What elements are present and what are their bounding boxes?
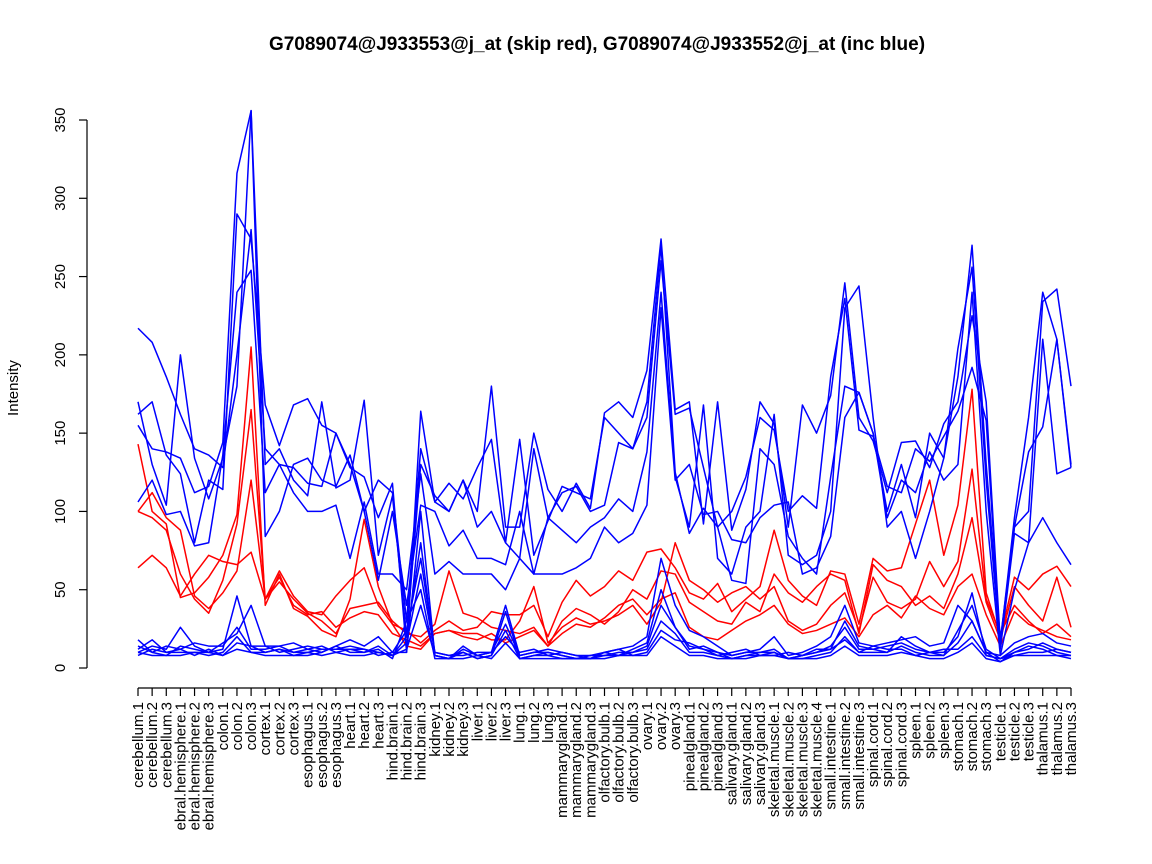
x-tick-label: liver.1 [469, 702, 486, 741]
series-line-blue-12 [137, 541, 1072, 660]
x-tick-label: pinealgland.1 [681, 702, 698, 791]
y-tick-label: 350 [52, 107, 69, 132]
x-tick-label: liver.2 [483, 702, 500, 741]
x-tick-label: colon.3 [243, 702, 260, 750]
series-line-blue-7 [137, 109, 1072, 641]
x-tick-label: pinealgland.2 [695, 702, 712, 791]
x-tick-label: salivary.gland.3 [752, 702, 769, 805]
x-tick-label: kidney.1 [427, 702, 444, 757]
x-tick-label: hind.brain.1 [384, 702, 401, 780]
x-tick-label: colon.2 [229, 702, 246, 750]
x-tick-label: skeletal.muscle.2 [780, 702, 797, 817]
y-tick-label: 300 [52, 186, 69, 211]
x-tick-label: stomach.1 [950, 702, 967, 771]
x-tick-label: olfactory.bulb.1 [597, 702, 614, 803]
series-line-blue-10 [137, 510, 1072, 660]
series-line-red-1 [137, 346, 1072, 650]
x-tick-label: ebral.hemisphere.1 [172, 702, 189, 830]
x-tick-label: spinal.cord.3 [893, 702, 910, 787]
x-tick-label: liver.3 [498, 702, 515, 741]
series-line-red-4 [137, 479, 1072, 647]
x-tick-label: heart.3 [370, 702, 387, 749]
x-tick-label: cerebellum.1 [130, 702, 147, 788]
series-line-red-3 [137, 388, 1072, 644]
y-tick-label: 0 [52, 664, 69, 672]
x-tick-label: testicle.2 [1006, 702, 1023, 761]
x-tick-label: spinal.cord.1 [865, 702, 882, 787]
x-tick-label: ovary.2 [653, 702, 670, 750]
x-tick-label: testicle.3 [1021, 702, 1038, 761]
x-tick-label: esophagus.1 [300, 702, 317, 788]
chart-title: G7089074@J933553@j_at (skip red), G70890… [269, 34, 925, 55]
x-tick-label: hind.brain.3 [413, 702, 430, 780]
x-tick-label: small.intestine.3 [851, 702, 868, 810]
x-tick-label: thalamus.1 [1035, 702, 1052, 775]
x-tick-label: lung.1 [512, 702, 529, 743]
series-layer [137, 109, 1072, 663]
x-tick-label: skeletal.muscle.3 [794, 702, 811, 817]
x-tick-label: small.intestine.2 [837, 702, 854, 810]
x-tick-label: hind.brain.2 [399, 702, 416, 780]
x-tick-label: small.intestine.1 [823, 702, 840, 810]
x-tick-label: spleen.1 [908, 702, 925, 759]
x-tick-label: esophagus.3 [328, 702, 345, 788]
x-tick-label: skeletal.muscle.4 [809, 702, 826, 817]
x-tick-label: cerebellum.2 [144, 702, 161, 788]
x-tick-label: ebral.hemisphere.2 [187, 702, 204, 830]
x-tick-label: thalamus.2 [1049, 702, 1066, 775]
x-tick-label: mammarygland.3 [582, 702, 599, 818]
x-tick-label: cortex.1 [257, 702, 274, 755]
x-tick-label: colon.1 [215, 702, 232, 750]
y-axis: 0 50 100 150 200 250 300 350 [52, 107, 88, 672]
x-tick-label: kidney.2 [441, 702, 458, 757]
y-tick-label: 100 [52, 499, 69, 524]
x-axis: cerebellum.1cerebellum.2cerebellum.3ebra… [130, 687, 1080, 830]
x-tick-label: olfactory.bulb.3 [625, 702, 642, 803]
x-tick-label: stomach.2 [964, 702, 981, 771]
x-tick-label: cortex.3 [286, 702, 303, 755]
series-line-red-2 [137, 408, 1072, 647]
y-tick-label: 200 [52, 342, 69, 367]
x-tick-label: mammarygland.1 [554, 702, 571, 818]
x-tick-label: ovary.1 [639, 702, 656, 750]
x-tick-label: kidney.3 [455, 702, 472, 757]
x-tick-label: ebral.hemisphere.3 [201, 702, 218, 830]
x-tick-label: lung.3 [540, 702, 557, 743]
y-tick-label: 150 [52, 421, 69, 446]
series-line-blue-6 [137, 109, 1072, 644]
x-tick-label: heart.2 [356, 702, 373, 749]
x-tick-label: cortex.2 [271, 702, 288, 755]
x-tick-label: salivary.gland.2 [738, 702, 755, 805]
x-tick-label: mammarygland.2 [568, 702, 585, 818]
x-tick-label: salivary.gland.1 [724, 702, 741, 805]
y-axis-label: Intensity [5, 360, 22, 416]
x-tick-label: olfactory.bulb.2 [611, 702, 628, 803]
x-tick-label: ovary.3 [667, 702, 684, 750]
x-tick-label: spleen.2 [922, 702, 939, 759]
x-tick-label: skeletal.muscle.1 [766, 702, 783, 817]
x-tick-label: thalamus.3 [1063, 702, 1080, 775]
x-tick-label: pinealgland.3 [710, 702, 727, 791]
x-tick-label: esophagus.2 [314, 702, 331, 788]
x-tick-label: stomach.3 [978, 702, 995, 771]
x-tick-label: spinal.cord.2 [879, 702, 896, 787]
x-tick-label: cerebellum.3 [158, 702, 175, 788]
series-line-blue-9 [137, 269, 1072, 657]
series-line-blue-8 [137, 213, 1072, 650]
x-tick-label: spleen.3 [936, 702, 953, 759]
y-tick-label: 250 [52, 264, 69, 289]
x-tick-label: testicle.1 [992, 702, 1009, 761]
y-tick-label: 50 [52, 581, 69, 598]
x-tick-label: lung.2 [526, 702, 543, 743]
x-tick-label: heart.1 [342, 702, 359, 749]
series-line-blue-15 [137, 604, 1072, 663]
